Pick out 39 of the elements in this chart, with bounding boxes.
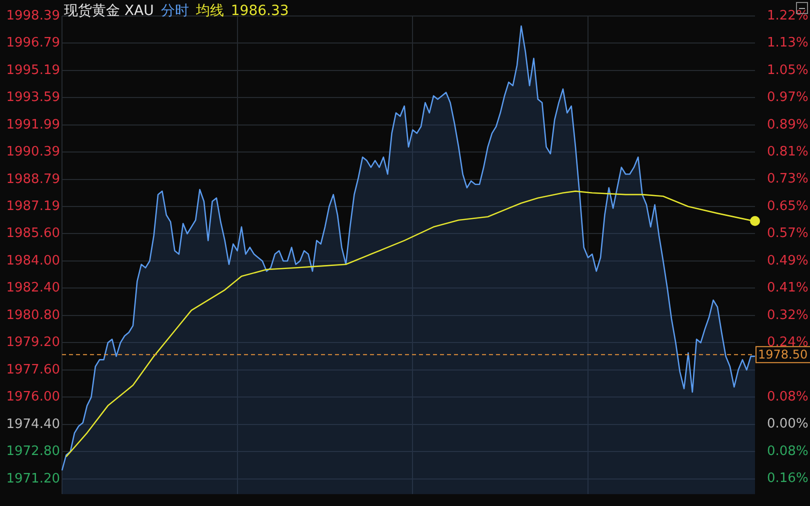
y2-tick-label: 0.81% — [767, 144, 808, 160]
y-tick-label: 1988.79 — [6, 172, 60, 187]
y2-tick-label: 1.13% — [767, 36, 808, 51]
y-tick-label: 1995.19 — [6, 62, 60, 78]
y2-tick-label: 0.49% — [767, 253, 808, 268]
text: 分时 — [160, 3, 189, 19]
text: 均线 — [196, 3, 224, 19]
y2-tick-label: 0.16% — [767, 471, 808, 486]
y2-tick-label: 0.57% — [767, 226, 808, 242]
y-tick-label: 1991.99 — [6, 117, 60, 132]
y-tick-label: 1972.80 — [6, 444, 60, 460]
y-tick-label: 1993.59 — [6, 90, 60, 106]
y-tick-label: 1971.20 — [6, 471, 60, 486]
y2-tick-label: 0.00% — [767, 416, 808, 432]
y2-tick-label: 0.08% — [767, 444, 808, 459]
y-tick-label: 1982.40 — [6, 280, 60, 296]
chart-title: 现货黄金 XAU — [64, 3, 154, 19]
y-tick-label: 1977.60 — [6, 362, 60, 378]
y2-tick-label: 1.22% — [767, 8, 808, 24]
ref-line-label: 1978.50 — [758, 348, 808, 362]
y-tick-label: 1987.19 — [6, 199, 60, 214]
y-tick-label: 1996.79 — [6, 36, 60, 51]
y2-tick-label: 1.05% — [767, 62, 808, 78]
y-tick-label: 1985.60 — [6, 226, 60, 242]
y-tick-label: 1974.40 — [6, 416, 60, 432]
y2-tick-label: 0.32% — [767, 308, 808, 323]
y2-tick-label: 0.08% — [767, 389, 808, 404]
y2-tick-label: 0.73% — [767, 172, 808, 187]
y2-tick-label: 0.97% — [767, 90, 808, 106]
y-tick-label: 1979.20 — [6, 335, 60, 350]
y2-tick-label: 0.89% — [767, 117, 808, 132]
y-tick-label: 1984.00 — [6, 253, 60, 268]
y-tick-label: 1998.39 — [6, 8, 60, 24]
y-tick-label: 1976.00 — [6, 390, 60, 405]
annotation: 1986.33 — [230, 3, 289, 19]
y-tick-label: 1990.39 — [6, 144, 60, 160]
y-tick-label: 1980.80 — [6, 308, 60, 323]
y2-tick-label: 0.65% — [767, 198, 808, 214]
y2-tick-label: 0.41% — [767, 280, 808, 296]
